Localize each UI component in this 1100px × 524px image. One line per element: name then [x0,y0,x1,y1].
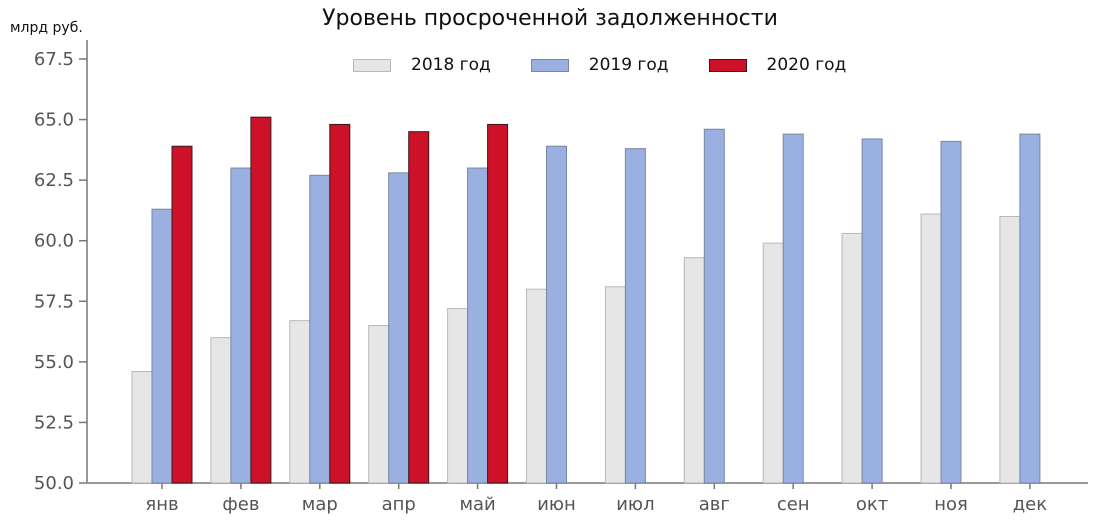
bar-2018-год [841,232,863,484]
bar-2020-год [171,145,193,484]
x-category-label: авг [699,494,730,515]
bar-2018-год [604,286,626,484]
chart-title: Уровень просроченной задолженности [322,6,778,31]
bar-2018-год [999,215,1021,484]
legend-label-2018: 2018 год [411,55,491,75]
bar-2019-год [388,172,410,484]
y-tick-label: 62.5 [34,170,74,191]
x-category-label: июн [537,494,576,515]
x-category-label: май [459,494,495,515]
bar-2019-год [309,174,331,484]
x-category-label: дек [1013,494,1048,515]
x-category-label: мар [302,494,338,515]
legend-swatch-2019 [530,58,569,72]
bar-2019-год [546,145,567,484]
legend-swatch-2020 [708,58,747,72]
bar-2020-год [250,116,272,484]
bar-2018-год [526,288,547,484]
bar-2018-год [368,325,390,484]
bar-2019-год [230,167,252,484]
y-tick-label: 67.5 [34,49,74,70]
bar-2018-год [920,213,942,484]
bar-2019-год [940,140,962,484]
x-category-label: фев [222,494,259,515]
legend-item-2018: 2018 год [353,55,491,75]
y-tick-label: 50.0 [34,473,74,494]
bar-2018-год [683,257,705,484]
legend-label-2019: 2019 год [588,55,669,75]
y-tick-label: 55.0 [34,352,74,373]
bar-2019-год [151,208,173,484]
bar-2019-год [624,148,646,484]
legend-label-2020: 2020 год [766,55,847,75]
y-tick-label: 65.0 [34,110,74,131]
bar-2018-год [289,320,311,484]
y-axis-unit-label: млрд руб. [10,20,83,36]
bar-2020-год [487,123,509,484]
legend-item-2020: 2020 год [708,55,847,75]
legend-item-2019: 2019 год [530,55,669,75]
bar-2019-год [1019,133,1041,484]
bar-2019-год [861,138,883,484]
legend-swatch-2018 [353,58,391,72]
bar-2019-год [782,133,804,484]
bar-2019-год [467,167,489,484]
y-tick-label: 60.0 [34,231,74,252]
bar-2018-год [210,337,232,484]
x-category-label: апр [382,494,416,515]
y-tick-label: 52.5 [34,412,74,433]
bar-2020-год [408,131,430,484]
x-category-label: июл [616,494,654,515]
bar-2018-год [447,308,469,484]
bar-2020-год [329,123,351,484]
bar-2018-год [131,371,153,484]
x-category-label: сен [777,494,810,515]
bar-2019-год [703,128,725,484]
chart-legend: 2018 год 2019 год 2020 год [353,55,886,75]
x-category-label: ноя [934,494,968,515]
y-tick-label: 57.5 [34,291,74,312]
x-category-label: окт [856,494,888,515]
bar-2018-год [762,242,784,484]
x-category-label: янв [145,494,178,515]
